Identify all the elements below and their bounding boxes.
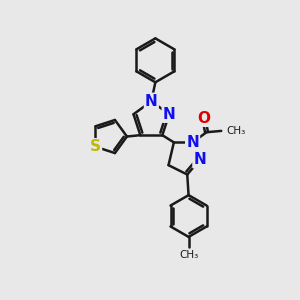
Text: CH₃: CH₃ [226, 126, 245, 136]
Text: O: O [197, 111, 210, 126]
Text: CH₃: CH₃ [179, 250, 198, 260]
Text: N: N [163, 107, 175, 122]
Text: S: S [90, 139, 101, 154]
Text: N: N [145, 94, 158, 109]
Text: N: N [186, 135, 199, 150]
Text: N: N [194, 152, 206, 167]
